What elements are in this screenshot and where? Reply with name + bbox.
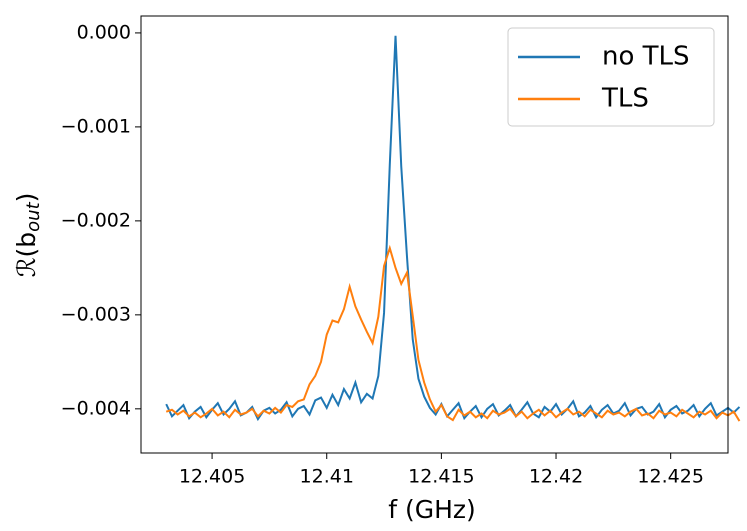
x-tick-label: 12.41 [300,466,354,488]
legend-label: TLS [601,84,649,114]
legend-label: no TLS [602,42,690,72]
y-label-part: ℛ(b [12,232,41,278]
x-tick-label: 12.425 [637,466,703,488]
plot-frame [140,15,729,454]
x-tick-label: 12.415 [408,466,474,488]
y-tick-label: −0.001 [61,115,131,137]
series-line [165,244,741,422]
x-tick-label: 12.42 [529,466,583,488]
y-tick-label: 0.000 [77,21,131,43]
y-tick-label: −0.004 [61,397,131,419]
y-label-part: ) [12,193,41,203]
x-tick-label: 12.405 [179,466,245,488]
x-axis-label: f (GHz) [388,495,476,524]
y-axis-label: ℛ(bout) [12,193,44,278]
legend-box [507,27,715,127]
y-tick-label: −0.003 [61,303,131,325]
y-tick-label: −0.002 [61,209,131,231]
y-label-sub: out [23,201,44,231]
